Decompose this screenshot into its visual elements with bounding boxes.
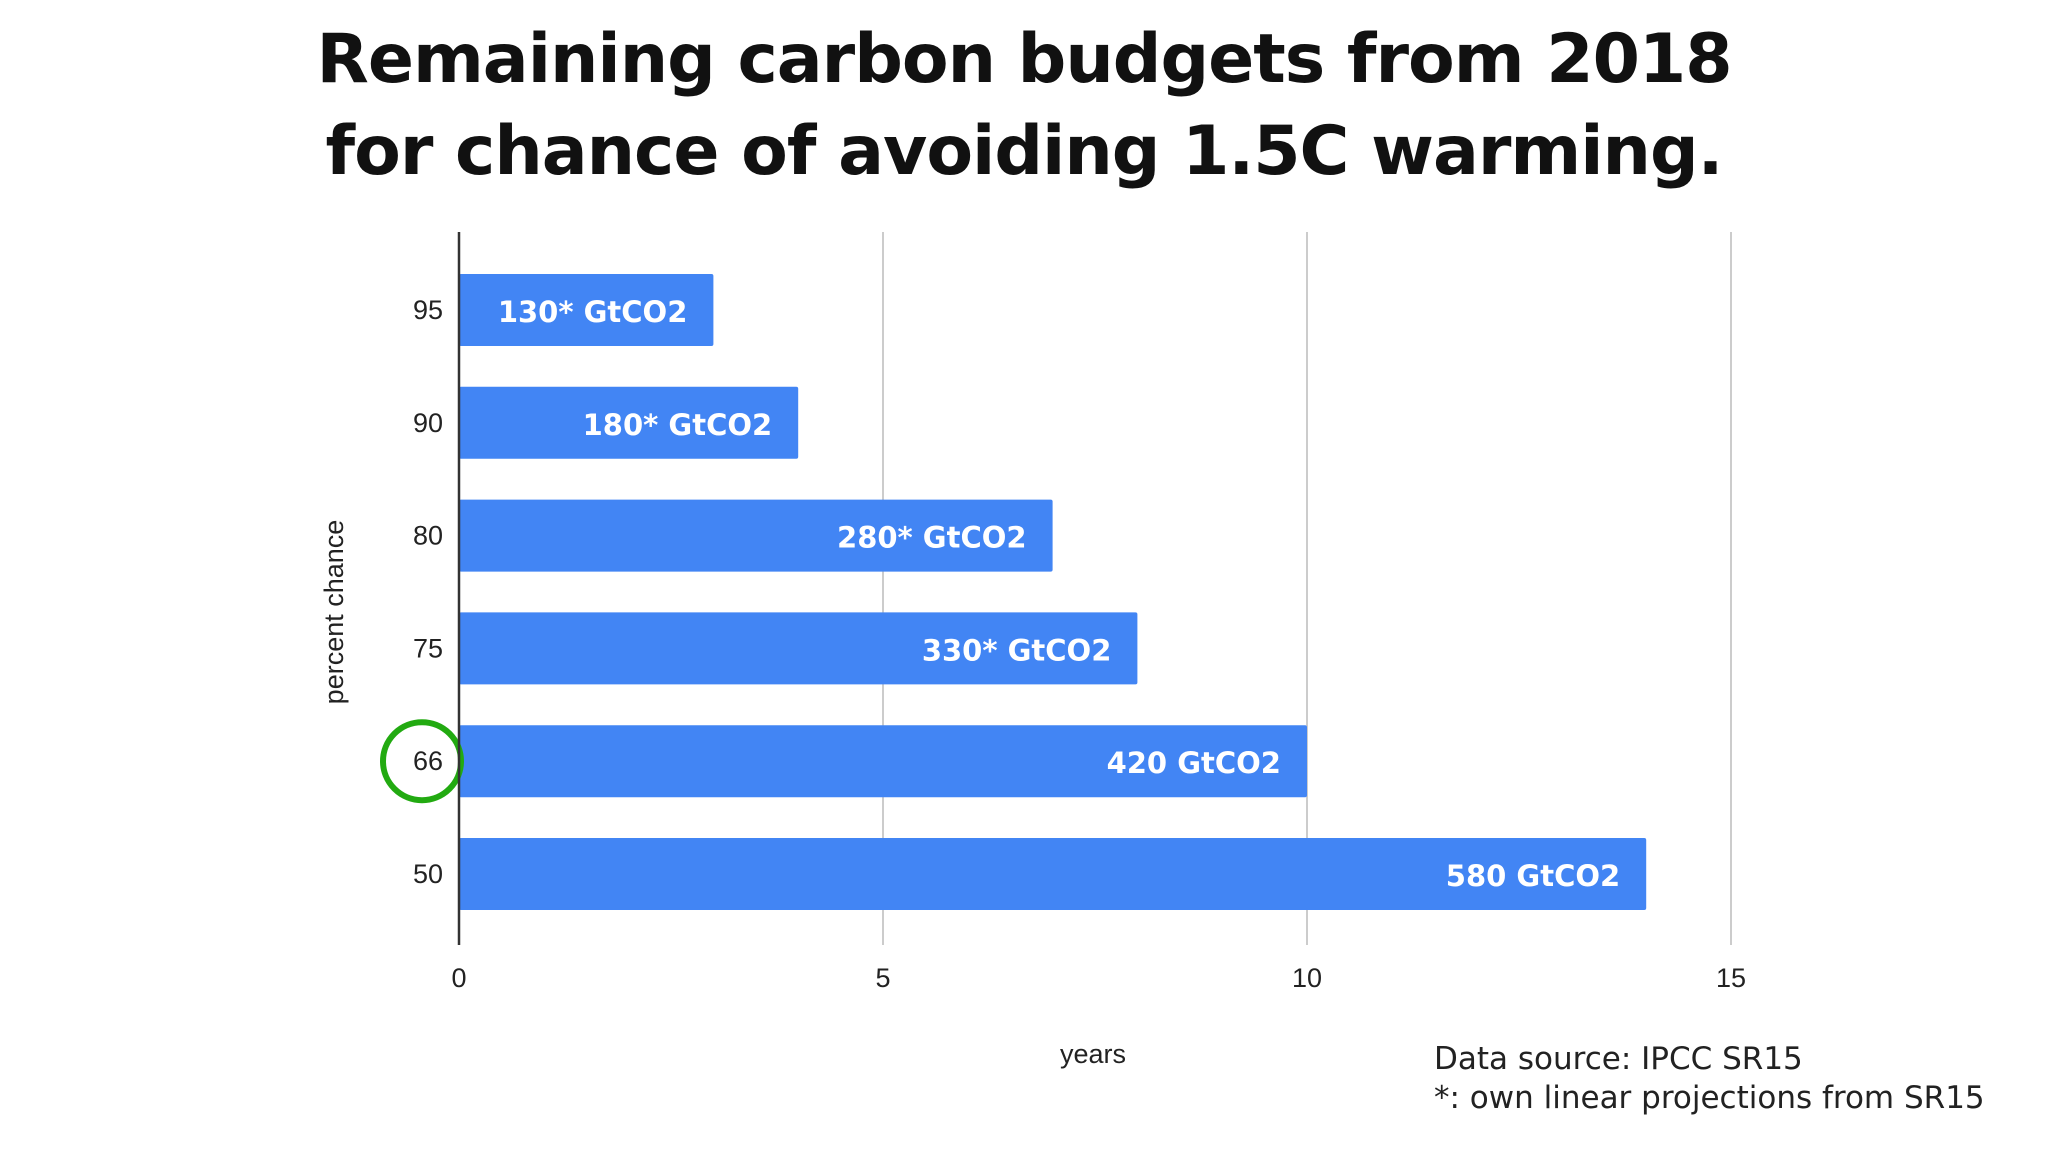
x-tick-label-5: 5	[875, 963, 890, 993]
bar-data-label-90: 180* GtCO2	[583, 408, 773, 442]
y-tick-label-75: 75	[413, 633, 443, 663]
y-tick-label-95: 95	[413, 295, 443, 325]
bar-80	[459, 499, 1053, 572]
bar-50	[459, 838, 1647, 910]
bar-95	[459, 274, 714, 346]
y-axis-title: percent chance	[319, 520, 349, 705]
bar-66	[459, 725, 1307, 798]
x-axis-title: years	[1060, 1039, 1126, 1069]
projection-footnote: *: own linear projections from SR15	[1434, 1080, 1985, 1116]
chart-title-line-1: Remaining carbon budgets from 2018	[316, 20, 1732, 99]
bar-data-label-75: 330* GtCO2	[922, 633, 1112, 667]
y-tick-label-90: 90	[413, 408, 443, 438]
bar-data-label-95: 130* GtCO2	[498, 295, 688, 329]
y-tick-label-50: 50	[413, 859, 443, 889]
bar-90	[459, 386, 799, 459]
y-tick-label-66: 66	[413, 746, 443, 776]
bar-data-label-66: 420 GtCO2	[1107, 746, 1281, 780]
x-tick-label-10: 10	[1292, 963, 1322, 993]
data-source-note: Data source: IPCC SR15	[1434, 1041, 1803, 1077]
chart-title-line-2: for chance of avoiding 1.5C warming.	[325, 112, 1724, 191]
bar-75	[459, 612, 1138, 685]
highlight-circle	[380, 719, 464, 804]
x-tick-label-0: 0	[451, 963, 466, 993]
bar-data-label-80: 280* GtCO2	[837, 521, 1027, 555]
bar-data-label-50: 580 GtCO2	[1446, 859, 1620, 893]
y-tick-label-80: 80	[413, 521, 443, 551]
x-tick-label-15: 15	[1716, 963, 1746, 993]
